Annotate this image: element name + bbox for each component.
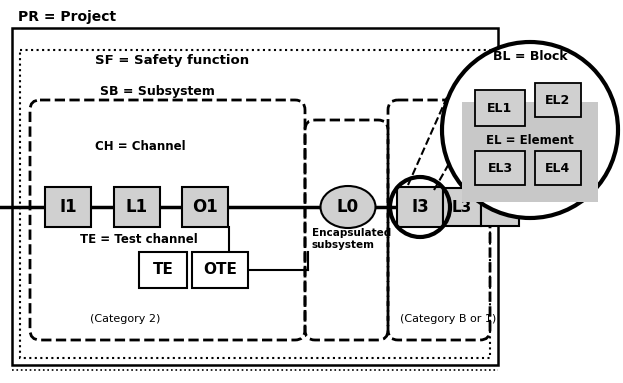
Text: EL4: EL4 (545, 162, 571, 175)
Ellipse shape (320, 186, 376, 228)
Text: EL3: EL3 (487, 162, 513, 175)
Text: BL = Block: BL = Block (493, 50, 568, 63)
Text: CH = Channel: CH = Channel (95, 140, 186, 153)
Text: OTE: OTE (203, 262, 237, 278)
Text: L1: L1 (126, 198, 148, 216)
FancyBboxPatch shape (114, 187, 160, 227)
FancyBboxPatch shape (481, 188, 519, 226)
Text: EL = Element: EL = Element (486, 134, 574, 147)
Text: EL2: EL2 (545, 93, 571, 106)
Text: (Category B or 1): (Category B or 1) (400, 314, 497, 324)
FancyBboxPatch shape (192, 252, 248, 288)
Text: (Category 2): (Category 2) (90, 314, 160, 324)
Text: SB = Subsystem: SB = Subsystem (100, 85, 215, 98)
Text: I3: I3 (411, 198, 429, 216)
Text: PR = Project: PR = Project (18, 10, 116, 24)
FancyBboxPatch shape (443, 188, 481, 226)
Circle shape (442, 42, 618, 218)
FancyBboxPatch shape (535, 151, 581, 185)
FancyBboxPatch shape (139, 252, 187, 288)
Text: TE = Test channel: TE = Test channel (80, 233, 197, 246)
Text: EL1: EL1 (487, 101, 513, 115)
FancyBboxPatch shape (462, 102, 598, 202)
Text: TE: TE (153, 262, 173, 278)
FancyBboxPatch shape (182, 187, 228, 227)
FancyBboxPatch shape (475, 90, 525, 126)
FancyBboxPatch shape (535, 83, 581, 117)
FancyBboxPatch shape (475, 151, 525, 185)
Text: L0: L0 (337, 198, 359, 216)
Text: I1: I1 (59, 198, 77, 216)
Text: Encapsulated
subsystem: Encapsulated subsystem (312, 228, 391, 250)
FancyBboxPatch shape (397, 187, 443, 227)
Text: O1: O1 (192, 198, 218, 216)
Text: SF = Safety function: SF = Safety function (95, 54, 249, 67)
Text: O3: O3 (488, 200, 512, 214)
FancyBboxPatch shape (45, 187, 91, 227)
Text: L3: L3 (452, 200, 472, 214)
